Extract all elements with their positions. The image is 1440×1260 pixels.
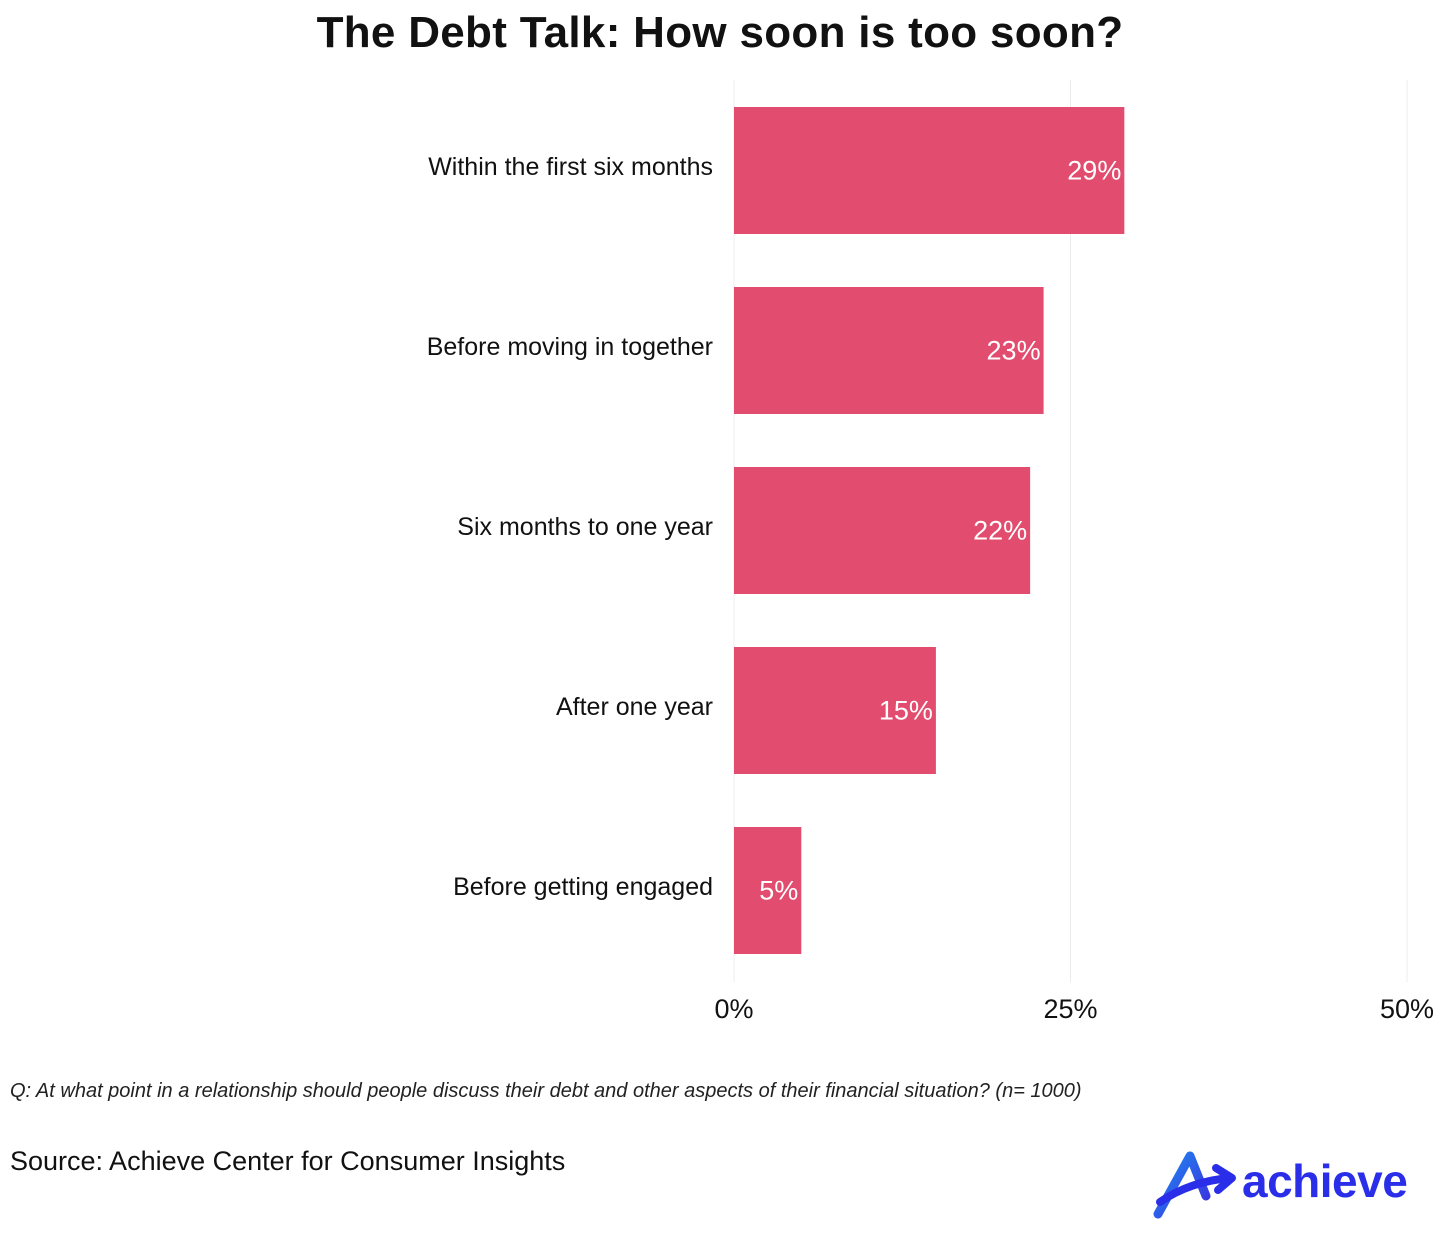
chart-title: The Debt Talk: How soon is too soon?: [316, 8, 1124, 57]
x-tick-label: 50%: [1380, 994, 1434, 1024]
bar-chart: Within the first six months 29% Before mov…: [427, 80, 1434, 1024]
value-label: 5%: [759, 876, 798, 906]
bar: [734, 467, 1031, 594]
bar: [734, 827, 802, 954]
achieve-logo-icon: [1153, 1151, 1236, 1219]
bar: [734, 107, 1125, 234]
category-label: Within the first six months: [428, 153, 713, 181]
x-axis-ticks: 0% 25% 50%: [714, 994, 1434, 1024]
value-label: 23%: [987, 336, 1041, 366]
category-label: Six months to one year: [457, 513, 713, 541]
category-label: Before getting engaged: [453, 873, 713, 901]
category-label: After one year: [556, 693, 713, 721]
category-label: Before moving in together: [427, 333, 713, 361]
x-tick-label: 25%: [1043, 994, 1097, 1024]
value-label: 22%: [973, 516, 1027, 546]
bar: [734, 647, 936, 774]
survey-question: Q: At what point in a relationship shoul…: [10, 1080, 1082, 1102]
logo-wordmark: achieve: [1242, 1155, 1408, 1207]
value-label: 29%: [1067, 156, 1121, 186]
bars: Within the first six months 29% Before mov…: [427, 107, 1125, 954]
x-tick-label: 0%: [714, 994, 753, 1024]
value-label: 15%: [879, 696, 933, 726]
bar: [734, 287, 1044, 414]
source-note: Source: Achieve Center for Consumer Insi…: [10, 1146, 566, 1176]
achieve-logo: achieve: [1150, 1148, 1430, 1220]
